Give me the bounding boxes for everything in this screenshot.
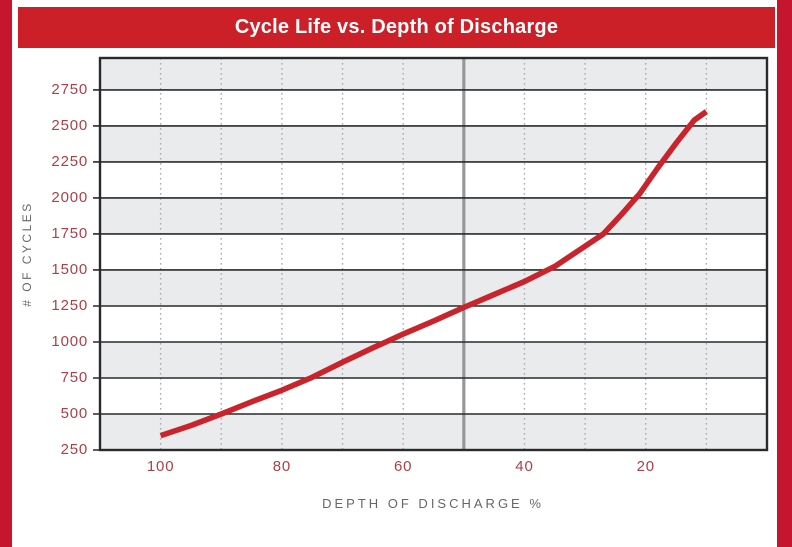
right-red-border <box>777 0 792 547</box>
x-tick-label: 40 <box>515 458 534 475</box>
gray-band <box>100 269 767 306</box>
gray-band <box>100 125 767 162</box>
x-tick-label: 100 <box>146 458 175 475</box>
gray-band <box>100 341 767 378</box>
y-tick-label: 2250 <box>51 152 88 170</box>
y-tick-label: 750 <box>60 368 88 386</box>
y-tick-label: 2750 <box>51 80 88 98</box>
y-tick-label: 1500 <box>51 260 88 278</box>
y-tick-label: 2500 <box>51 116 88 134</box>
y-tick-label: 1250 <box>51 296 88 314</box>
x-tick-label: 20 <box>636 458 655 475</box>
y-axis-title: # OF CYCLES <box>20 201 34 307</box>
chart-title-bar: Cycle Life vs. Depth of Discharge <box>18 7 775 48</box>
y-tick-label: 1000 <box>51 332 88 350</box>
y-tick-label: 500 <box>60 404 88 422</box>
gray-band <box>100 58 767 90</box>
left-red-border <box>0 0 12 547</box>
x-tick-label: 60 <box>394 458 413 475</box>
x-axis-title: DEPTH OF DISCHARGE % <box>322 496 544 511</box>
y-tick-label: 1750 <box>51 224 88 242</box>
y-tick-label: 250 <box>60 441 88 458</box>
gray-band <box>100 197 767 234</box>
plot-border <box>98 56 769 452</box>
cycle-life-curve <box>159 109 709 439</box>
chart-title: Cycle Life vs. Depth of Discharge <box>234 16 559 38</box>
y-tick-label: 2000 <box>51 188 88 206</box>
x-tick-label: 80 <box>272 458 292 475</box>
